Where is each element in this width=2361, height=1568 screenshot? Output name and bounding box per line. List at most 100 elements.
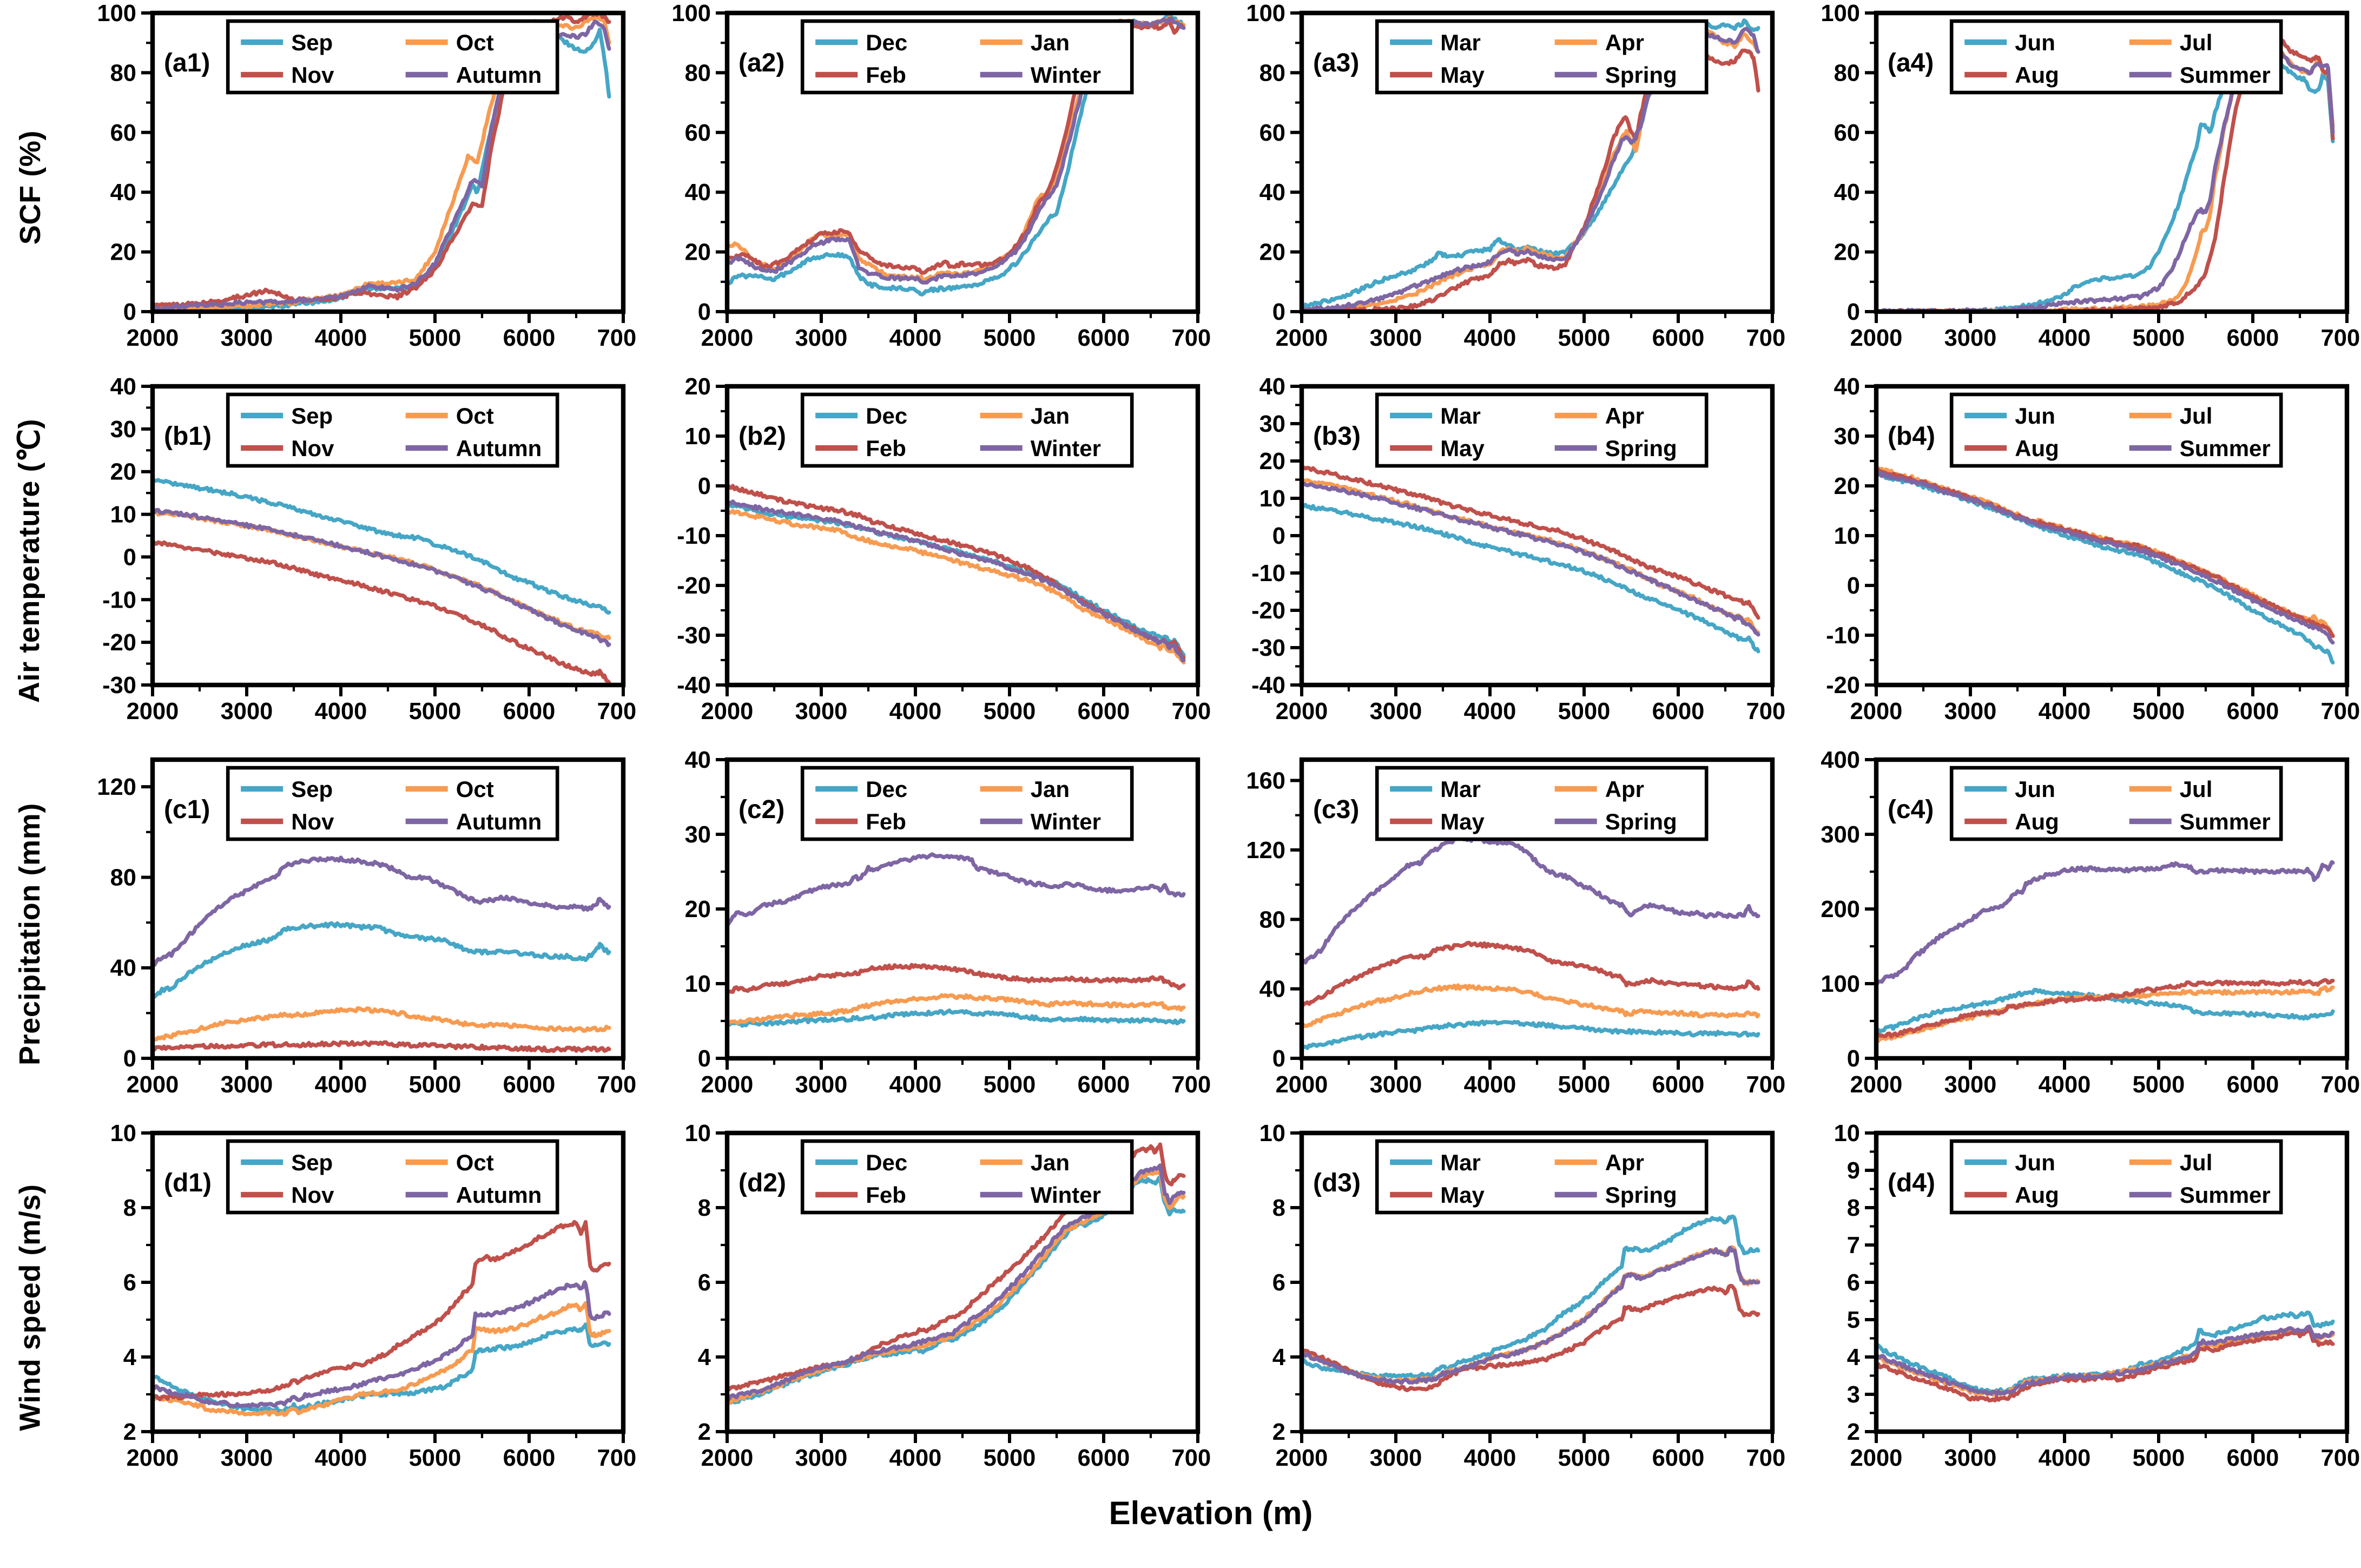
svg-text:10: 10 bbox=[1834, 523, 1860, 549]
svg-text:-10: -10 bbox=[677, 523, 711, 549]
legend-c4: Jun Jul Aug Summer bbox=[1949, 766, 2283, 841]
svg-text:2000: 2000 bbox=[127, 1445, 179, 1471]
svg-text:6000: 6000 bbox=[503, 1445, 556, 1471]
svg-text:2000: 2000 bbox=[1850, 325, 1903, 351]
panel-label-b3: (b3) bbox=[1313, 422, 1361, 451]
series-line-nov bbox=[153, 1040, 611, 1053]
plot-frame bbox=[150, 1130, 626, 1434]
svg-text:6000: 6000 bbox=[1078, 1072, 1130, 1098]
legend-label-nov: Nov bbox=[291, 436, 334, 461]
legend-d3: Mar Apr May Spring bbox=[1375, 1139, 1709, 1215]
legend-label-jul: Jul bbox=[2180, 403, 2213, 429]
svg-text:5000: 5000 bbox=[984, 1072, 1036, 1098]
series-group bbox=[153, 855, 611, 1053]
legend-label-may: May bbox=[1440, 62, 1485, 88]
plot-frame bbox=[724, 757, 1201, 1061]
legend-label-jul: Jul bbox=[2180, 776, 2213, 802]
series-line-jun bbox=[1876, 471, 2335, 665]
series-group bbox=[1876, 1310, 2335, 1402]
svg-text:3000: 3000 bbox=[795, 1445, 848, 1471]
svg-text:20: 20 bbox=[685, 374, 711, 400]
y-axis-label-precipitation: Precipitation (mm) bbox=[14, 802, 47, 1065]
series-group bbox=[1302, 834, 1760, 1050]
legend-label-feb: Feb bbox=[866, 809, 906, 834]
legend-label-spring: Spring bbox=[1605, 62, 1677, 88]
svg-text:0: 0 bbox=[1272, 523, 1285, 549]
legend-label-jun: Jun bbox=[2015, 1150, 2055, 1175]
svg-text:6000: 6000 bbox=[2227, 1445, 2279, 1471]
svg-text:0: 0 bbox=[123, 544, 136, 570]
svg-text:4: 4 bbox=[1272, 1345, 1285, 1371]
legend-label-jan: Jan bbox=[1031, 776, 1070, 802]
legend-label-mar: Mar bbox=[1440, 403, 1481, 429]
panel-label-d3: (d3) bbox=[1313, 1169, 1361, 1197]
svg-text:2000: 2000 bbox=[1850, 1445, 1903, 1471]
svg-text:-30: -30 bbox=[1251, 635, 1285, 661]
legend-label-jun: Jun bbox=[2015, 776, 2055, 802]
legend-label-jul: Jul bbox=[2180, 1150, 2213, 1175]
svg-text:10: 10 bbox=[1834, 1121, 1860, 1147]
svg-text:5000: 5000 bbox=[409, 699, 461, 724]
svg-text:6000: 6000 bbox=[503, 1072, 556, 1098]
svg-text:4000: 4000 bbox=[315, 1072, 367, 1098]
legend-b2: Dec Jan Feb Winter bbox=[800, 392, 1134, 468]
svg-text:6: 6 bbox=[123, 1270, 136, 1296]
svg-text:40: 40 bbox=[685, 180, 711, 206]
svg-text:5000: 5000 bbox=[2133, 1445, 2185, 1471]
legend-label-winter: Winter bbox=[1031, 436, 1101, 461]
panel-label-c4: (c4) bbox=[1888, 795, 1934, 824]
legend-label-apr: Apr bbox=[1605, 776, 1644, 802]
svg-text:5000: 5000 bbox=[409, 1445, 461, 1471]
series-line-feb bbox=[727, 482, 1186, 660]
series-line-autumn bbox=[153, 855, 611, 967]
svg-text:6000: 6000 bbox=[1652, 325, 1705, 351]
svg-text:80: 80 bbox=[1259, 60, 1285, 86]
legend-label-mar: Mar bbox=[1440, 30, 1481, 55]
legend-label-jul: Jul bbox=[2180, 30, 2213, 55]
svg-text:2000: 2000 bbox=[1276, 699, 1328, 724]
y-axis-label-scf: SCF (%) bbox=[14, 129, 47, 244]
legend-c2: Dec Jan Feb Winter bbox=[800, 766, 1134, 841]
svg-text:3000: 3000 bbox=[795, 1072, 848, 1098]
svg-text:20: 20 bbox=[685, 240, 711, 266]
legend-b4: Jun Jul Aug Summer bbox=[1949, 392, 2283, 468]
series-group bbox=[153, 1220, 611, 1417]
svg-text:3000: 3000 bbox=[221, 325, 273, 351]
panel-label-a1: (a1) bbox=[164, 49, 210, 77]
svg-text:4: 4 bbox=[123, 1345, 136, 1371]
panel-label-d1: (d1) bbox=[164, 1169, 212, 1197]
svg-text:30: 30 bbox=[1259, 411, 1285, 437]
svg-text:6000: 6000 bbox=[2227, 1072, 2279, 1098]
legend-label-mar: Mar bbox=[1440, 1150, 1481, 1175]
svg-text:3000: 3000 bbox=[221, 1072, 273, 1098]
svg-text:6000: 6000 bbox=[1652, 699, 1705, 724]
svg-text:8: 8 bbox=[698, 1195, 711, 1221]
svg-text:6000: 6000 bbox=[1078, 1445, 1130, 1471]
svg-text:2000: 2000 bbox=[701, 699, 754, 724]
legend-label-mar: Mar bbox=[1440, 776, 1481, 802]
svg-text:9: 9 bbox=[1847, 1158, 1860, 1184]
svg-text:40: 40 bbox=[1259, 374, 1285, 400]
plot-frame bbox=[724, 10, 1201, 314]
svg-text:-10: -10 bbox=[102, 587, 136, 613]
plot-frame bbox=[150, 384, 626, 688]
svg-text:4000: 4000 bbox=[1464, 1445, 1516, 1471]
